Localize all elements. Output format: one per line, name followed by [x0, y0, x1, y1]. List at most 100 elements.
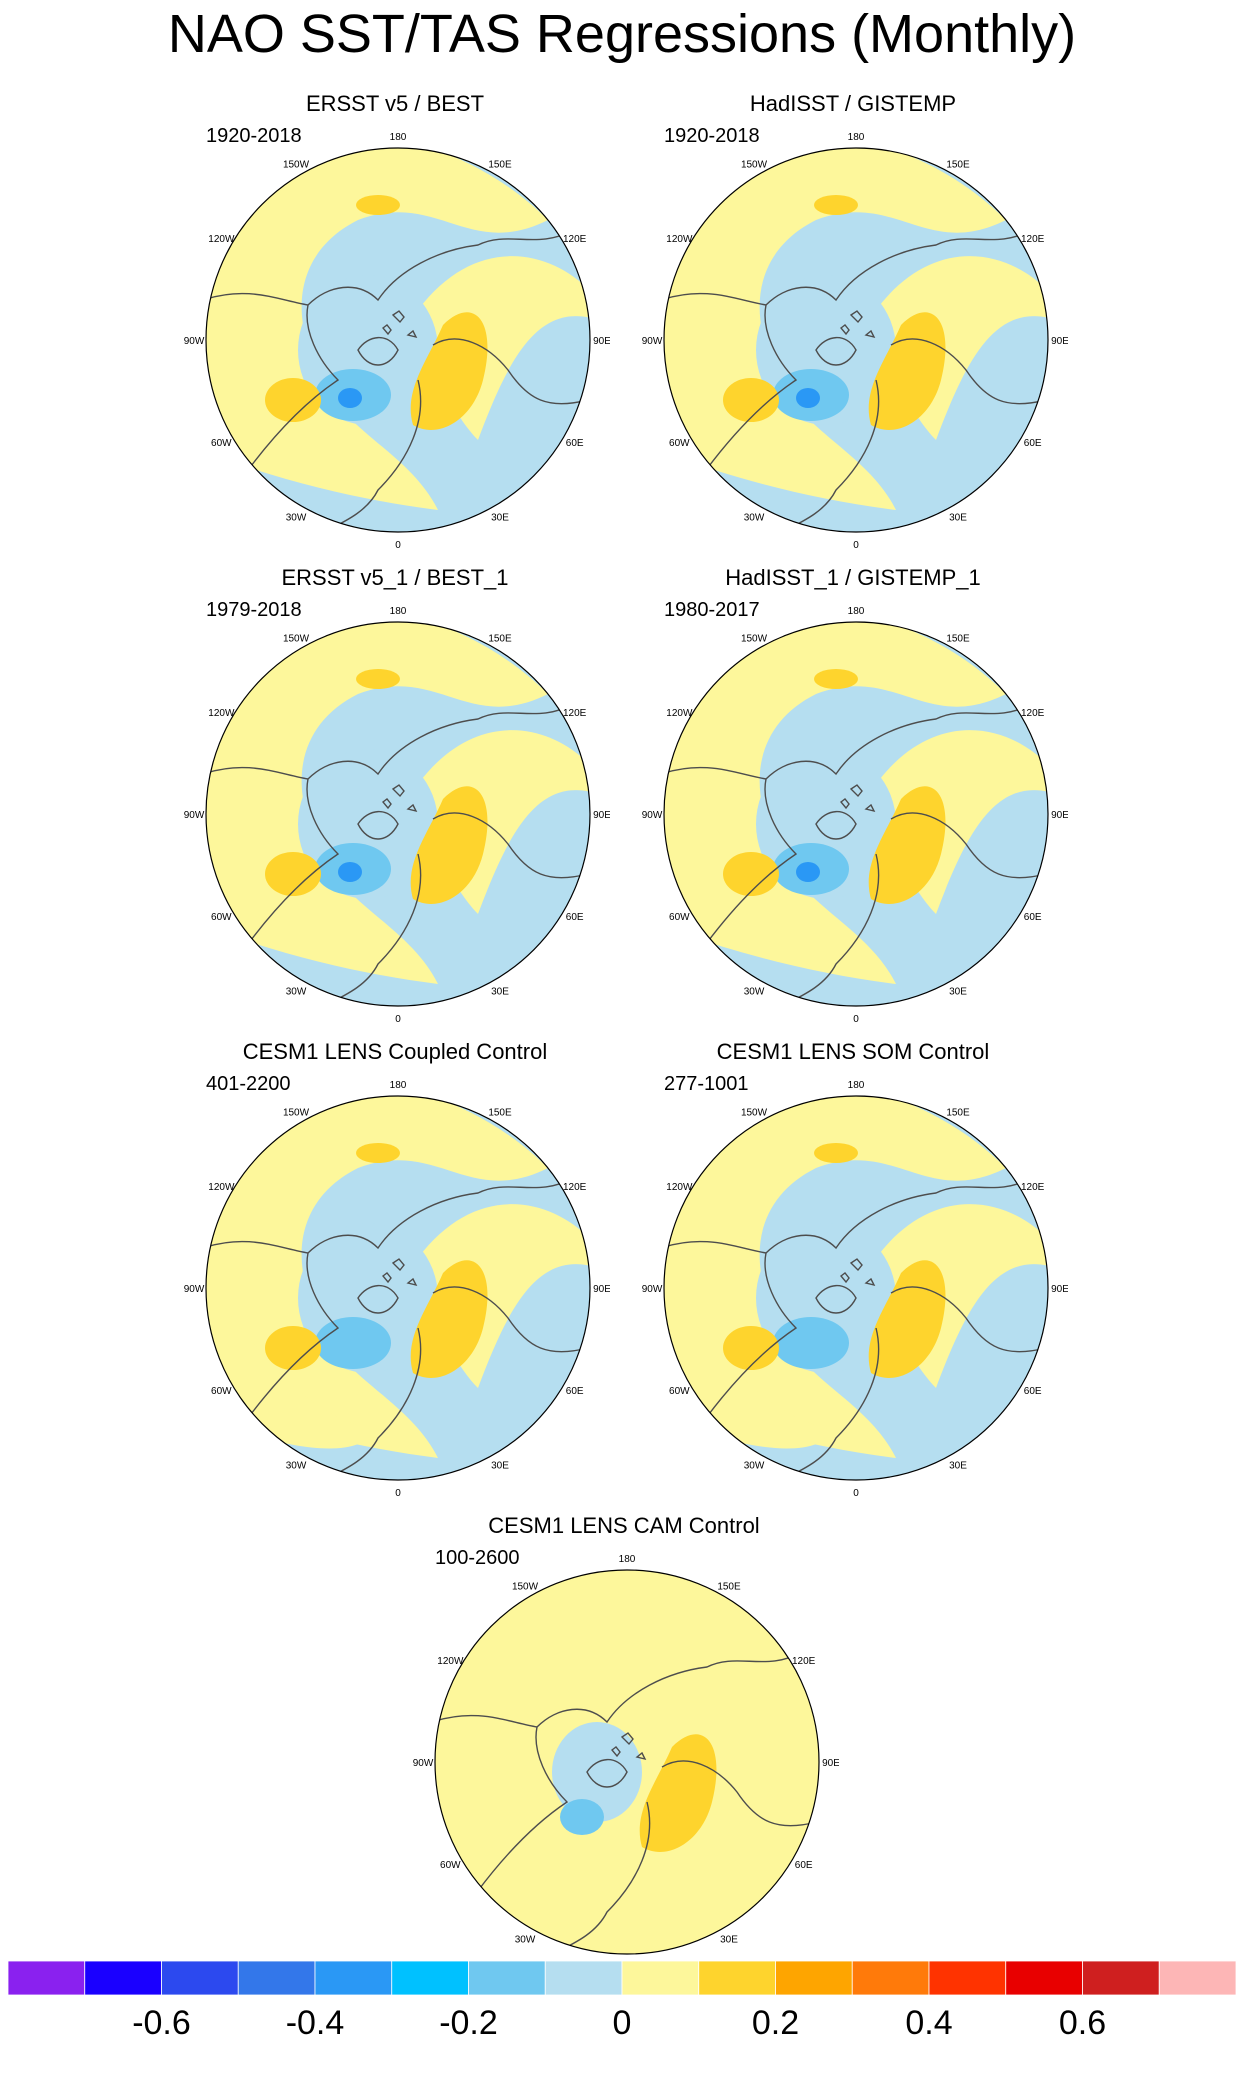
panel-period: 1920-2018 — [206, 125, 302, 147]
longitude-label: 90E — [1051, 1284, 1068, 1295]
longitude-label: 120W — [208, 1182, 235, 1193]
longitude-label: 60W — [211, 1386, 232, 1397]
longitude-label: 120E — [1021, 1182, 1045, 1193]
colorbar-swatch — [544, 1961, 623, 1995]
colorbar-tick-label: -0.2 — [439, 2004, 498, 2042]
map-field — [206, 1096, 590, 1480]
longitude-label: 90E — [593, 1284, 610, 1295]
longitude-label: 30W — [744, 987, 765, 998]
longitude-label: 180 — [390, 132, 407, 143]
longitude-label: 150W — [741, 159, 768, 170]
longitude-label: 60W — [669, 1386, 690, 1397]
longitude-label: 90E — [593, 810, 610, 821]
longitude-label: 150E — [488, 159, 512, 170]
coastlines — [664, 703, 1047, 1005]
colorbar-tick-label: 0.6 — [1058, 2004, 1107, 2042]
panel-period: 100-2600 — [435, 1547, 520, 1569]
longitude-label: 120E — [792, 1656, 816, 1667]
colorbar-swatch — [621, 1961, 700, 1995]
colorbar-tick-label: -0.4 — [285, 2004, 345, 2042]
colorbar-tick-label: 0.4 — [905, 2004, 953, 2042]
longitude-label: 60W — [440, 1860, 461, 1871]
map-field — [664, 622, 1048, 1006]
longitude-label: 180 — [848, 132, 865, 143]
longitude-label: 30W — [286, 1461, 307, 1472]
positive-anomaly-pacific — [814, 669, 858, 689]
map-panel-cesm-som: CESM1 LENS SOM Control 277-1001 180 150E 1… — [638, 1038, 1068, 1503]
panel-period: 1980-2017 — [664, 599, 760, 621]
colorbar-swatch — [84, 1961, 162, 1995]
longitude-label: 90W — [184, 1284, 205, 1295]
longitude-label: 30E — [720, 1935, 738, 1946]
longitude-label: 30E — [949, 1461, 967, 1472]
colorbar-swatch — [391, 1961, 469, 1995]
coastlines — [435, 1651, 818, 1953]
longitude-label: 120W — [208, 708, 235, 719]
longitude-label: 0 — [853, 1488, 859, 1499]
panel-title: CESM1 LENS Coupled Control — [242, 1039, 548, 1064]
colorbar-swatch — [775, 1961, 853, 1995]
longitude-label: 60E — [566, 1386, 584, 1397]
colorbar-swatch — [314, 1961, 393, 1995]
colorbar-swatch — [1082, 1961, 1160, 1995]
longitude-label: 90E — [1051, 336, 1068, 347]
longitude-label: 30W — [744, 1461, 765, 1472]
map-panel-cesm-coupled: CESM1 LENS Coupled Control 401-2200 180 1… — [180, 1038, 610, 1503]
coastlines — [664, 1177, 1047, 1479]
longitude-label: 30W — [515, 1935, 536, 1946]
longitude-label: 90W — [642, 810, 663, 821]
longitude-label: 30E — [491, 513, 509, 524]
colorbar-tick-label: 0 — [612, 2004, 632, 2042]
panel-title: ERSST v5 / BEST — [305, 91, 485, 116]
positive-anomaly-pacific — [356, 669, 400, 689]
positive-anomaly-gulfstream — [265, 852, 321, 896]
longitude-label: 60E — [1024, 1386, 1042, 1397]
negative-anomaly-gyre — [552, 1722, 642, 1822]
longitude-label: 90E — [822, 1758, 839, 1769]
longitude-label: 120E — [563, 708, 587, 719]
negative-anomaly-core — [315, 1317, 391, 1369]
longitude-label: 0 — [395, 1014, 401, 1025]
coastlines — [206, 703, 589, 1005]
colorbar-swatch — [851, 1961, 930, 1995]
longitude-label: 150W — [741, 1107, 768, 1118]
longitude-label: 180 — [390, 606, 407, 617]
colorbar-swatch — [1158, 1961, 1236, 1995]
coastlines — [206, 1177, 589, 1479]
colorbar-boxes — [8, 1961, 1236, 1995]
panel-title: HadISST / GISTEMP — [749, 91, 957, 116]
panel-period: 401-2200 — [206, 1073, 291, 1095]
colorbar-swatch — [237, 1961, 316, 1995]
longitude-label: 30E — [491, 987, 509, 998]
longitude-label: 90W — [413, 1758, 434, 1769]
positive-anomaly-gulfstream — [723, 378, 779, 422]
panel-period: 1979-2018 — [206, 599, 302, 621]
longitude-label: 60E — [1024, 438, 1042, 449]
longitude-label: 180 — [848, 1080, 865, 1091]
longitude-label: 60E — [566, 438, 584, 449]
map-field — [206, 622, 590, 1006]
longitude-label: 90E — [1051, 810, 1068, 821]
longitude-label: 60E — [566, 912, 584, 923]
longitude-label: 60W — [211, 912, 232, 923]
negative-anomaly-center — [796, 862, 820, 882]
map-boundary — [663, 621, 1049, 1007]
longitude-label: 0 — [853, 1014, 859, 1025]
map-panel-cesm-cam: CESM1 LENS CAM Control 100-2600 180 150E 1… — [409, 1512, 839, 1977]
longitude-label: 60W — [669, 438, 690, 449]
figure-title: NAO SST/TAS Regressions (Monthly) — [167, 4, 1077, 64]
longitude-label: 150E — [488, 633, 512, 644]
longitude-label: 120W — [666, 234, 693, 245]
map-boundary — [663, 1095, 1049, 1481]
map-field — [435, 1570, 819, 1954]
longitude-label: 180 — [619, 1554, 636, 1565]
coastlines — [206, 229, 589, 531]
panel-period: 1920-2018 — [664, 125, 760, 147]
panel-period: 277-1001 — [664, 1073, 749, 1095]
map-field — [664, 1096, 1048, 1480]
